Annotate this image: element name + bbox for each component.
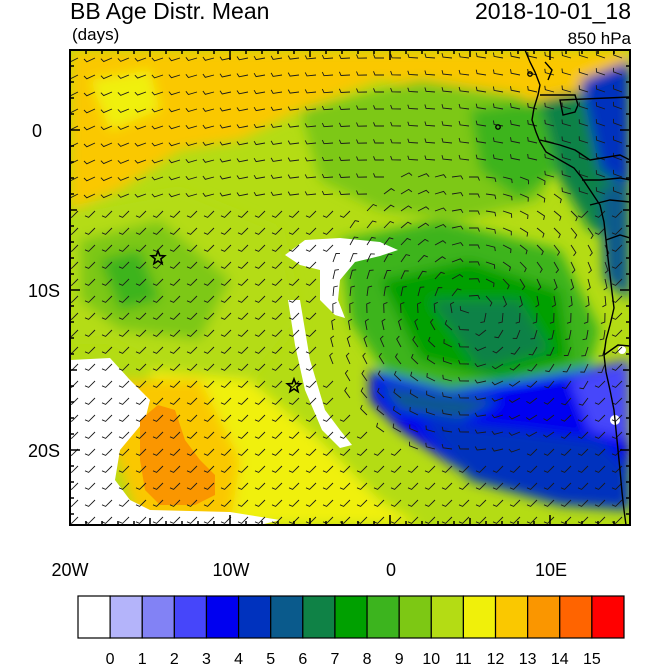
wind-barbs	[70, 50, 623, 524]
colorbar	[77, 595, 625, 639]
colorbar-bin	[366, 595, 400, 639]
colorbar-bin	[398, 595, 432, 639]
colorbar-label: 3	[202, 651, 211, 667]
colorbar-label: 11	[455, 651, 472, 667]
axis-ticks	[69, 50, 631, 525]
y-tick-10s: 10S	[28, 281, 60, 301]
colorbar-label: 13	[519, 651, 537, 667]
colorbar-bin	[270, 595, 304, 639]
coastline	[495, 50, 630, 525]
markers	[149, 248, 303, 394]
colorbar-bin	[302, 595, 336, 639]
colorbar-bin	[173, 595, 208, 639]
colorbar-bin	[205, 595, 240, 639]
colorbar-label: 8	[363, 651, 372, 667]
pressure-level-label: 850 hPa	[567, 29, 631, 48]
colorbar-bin	[77, 595, 111, 639]
x-tick-10e: 10E	[535, 560, 567, 580]
units-label: (days)	[72, 25, 120, 44]
colorbar-label: 15	[583, 651, 601, 667]
colorbar-bin	[494, 595, 529, 639]
x-tick-10w: 10W	[212, 560, 249, 580]
colorbar-bin	[527, 595, 561, 639]
colorbar-labels: 0 1 2 3 4 5 6 7 8 9 10 11 12 13 14 15	[106, 651, 601, 667]
colorbar-bin	[334, 595, 368, 639]
colorbar-bin	[591, 595, 625, 639]
map-title: BB Age Distr. Mean	[70, 0, 270, 24]
age-field	[70, 50, 630, 525]
star-marker-south	[285, 376, 303, 394]
colorbar-label: 1	[138, 651, 147, 667]
colorbar-label: 4	[234, 651, 243, 667]
datetime-label: 2018-10-01_18	[474, 0, 631, 24]
colorbar-bin	[430, 595, 465, 639]
x-tick-0: 0	[386, 560, 396, 580]
star-marker-west	[149, 248, 167, 266]
colorbar-label: 5	[266, 651, 275, 667]
colorbar-label: 14	[551, 651, 569, 667]
colorbar-label: 2	[170, 651, 179, 667]
colorbar-label: 10	[422, 651, 440, 667]
colorbar-label: 0	[106, 651, 115, 667]
x-tick-20w: 20W	[51, 560, 88, 580]
colorbar-bin	[559, 595, 593, 639]
y-tick-0: 0	[32, 121, 42, 141]
colorbar-bin	[462, 595, 497, 639]
colorbar-label: 6	[298, 651, 307, 667]
y-tick-20s: 20S	[28, 441, 60, 461]
colorbar-bin	[109, 595, 143, 639]
colorbar-bin	[141, 595, 175, 639]
colorbar-label: 9	[395, 651, 404, 667]
colorbar-label: 7	[330, 651, 339, 667]
y-tick-labels: 0 10S 20S	[28, 121, 60, 461]
colorbar-label: 12	[487, 651, 505, 667]
colorbar-bin	[237, 595, 272, 639]
map-frame	[69, 49, 631, 526]
x-tick-labels: 20W 10W 0 10E	[51, 560, 567, 580]
